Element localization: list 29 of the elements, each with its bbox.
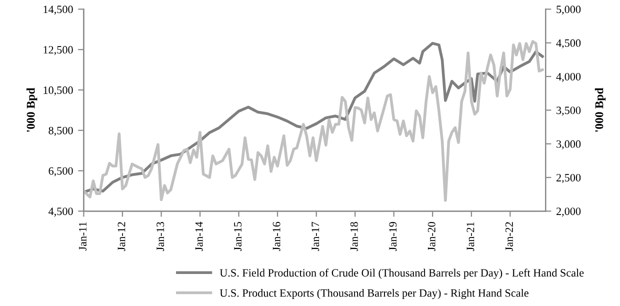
y2-tick-label: 2,500 (556, 174, 581, 184)
y2-tick-label: 5,000 (556, 6, 581, 15)
y2-tick-label: 4,000 (556, 72, 581, 82)
x-tick-label: Jan-11 (79, 222, 86, 251)
x-tick-label: Jan-21 (466, 222, 474, 251)
x-tick-label: Jan-22 (505, 222, 513, 251)
y-tick-label: 14,500 (44, 6, 73, 15)
x-tick-label: Jan-14 (195, 222, 203, 251)
y2-axis-title: '000 Bpd (594, 88, 606, 132)
x-tick-label: Jan-18 (350, 222, 358, 251)
y-tick-label: 4,500 (48, 208, 73, 217)
y-axis-title: '000 Bpd (26, 88, 38, 132)
x-tick-label: Jan-16 (272, 222, 280, 251)
x-tick-label: Jan-19 (389, 222, 397, 251)
x-tick-label: Jan-15 (234, 222, 242, 251)
y-tick-label: 10,500 (44, 86, 73, 96)
x-tick-label: Jan-20 (428, 222, 436, 251)
legend-label: U.S. Product Exports (Thousand Barrels per Day) - Right Hand Scale (220, 288, 528, 300)
legend-label: U.S. Field Production of Crude Oil (Thousand Barrels per Day) - Left Hand Scale (220, 268, 584, 279)
y2-tick-label: 4,500 (556, 39, 581, 48)
y2-tick-label: 2,000 (556, 208, 581, 217)
y-tick-label: 8,500 (48, 126, 73, 136)
y2-tick-label: 3,500 (556, 106, 581, 116)
y2-tick-label: 3,000 (556, 140, 581, 150)
x-tick-label: Jan-12 (118, 222, 126, 251)
x-tick-label: Jan-13 (156, 222, 164, 251)
x-tick-label: Jan-17 (312, 222, 320, 251)
y-tick-label: 12,500 (44, 46, 73, 56)
y-tick-label: 6,500 (48, 167, 73, 176)
